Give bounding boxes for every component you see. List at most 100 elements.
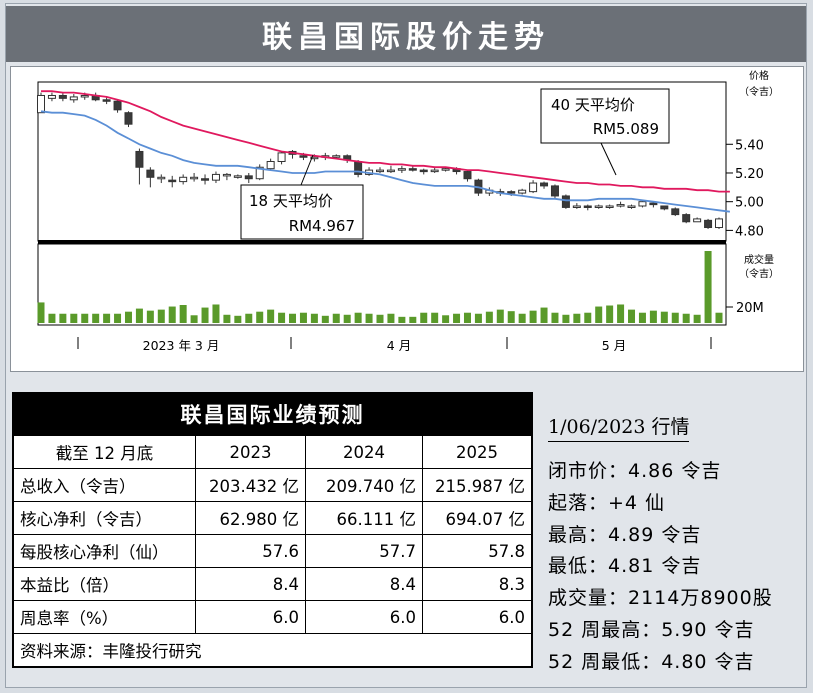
candle-body (649, 202, 658, 206)
price-axis-label: 价格 (749, 69, 769, 82)
volume-bar (540, 307, 548, 323)
volume-bar (168, 306, 176, 323)
candle-body (441, 168, 450, 171)
price-tick-label: 5.00 (735, 196, 764, 211)
candle-body (211, 173, 220, 181)
volume-bar (289, 313, 297, 323)
volume-bar (343, 314, 351, 323)
volume-bar (431, 312, 439, 323)
volume-bar (124, 311, 132, 323)
candle-body (583, 205, 592, 208)
price-tick-label: 4.80 (735, 224, 764, 239)
day-low: 最低：4.81 令吉 (548, 555, 702, 578)
volume-bar (81, 313, 89, 323)
candle-body (37, 94, 45, 114)
candle-body (69, 96, 78, 101)
candle-body (715, 218, 723, 229)
ma40-line (41, 90, 730, 193)
candle-body (299, 155, 308, 158)
volume-bar (223, 314, 231, 323)
volume-bar (671, 312, 679, 323)
candle-body (594, 205, 603, 208)
volume-bar (387, 313, 395, 323)
ma40-annotation-box (540, 88, 670, 144)
volume-bar (201, 307, 209, 323)
table-cell: 8.3 (422, 567, 532, 601)
volume-bar (245, 313, 253, 323)
volume-bars (37, 251, 723, 323)
week52-high: 52 周最高：5.90 令吉 (548, 618, 755, 641)
candle-body (102, 99, 111, 102)
row-label: 本益比（倍） (13, 567, 196, 601)
candle-body (518, 189, 527, 194)
candle-body (135, 150, 144, 168)
volume-bar (660, 311, 668, 323)
price-change: 起落：+4 仙 (548, 491, 666, 514)
forecast-table-title: 联昌国际业绩预测 (13, 393, 532, 435)
candle-body (682, 214, 691, 223)
candle-body (529, 182, 538, 193)
candle-body (660, 205, 669, 210)
forecast-table-grid: 截至 12 月底 2023 2024 2025 总收入（令吉） 203.432 … (13, 435, 532, 667)
table-header-row: 截至 12 月底 2023 2024 2025 (13, 435, 532, 469)
candle-body (80, 94, 89, 98)
volume-bar (256, 311, 264, 323)
volume-bar (365, 313, 373, 323)
table-cell: 203.432 亿 (195, 468, 306, 502)
volume-axis-unit: （令吉） (739, 267, 779, 280)
volume-bar (37, 302, 45, 323)
table-cell: 6.0 (422, 600, 532, 634)
x-label-april: 4 月 (387, 338, 411, 353)
candle-body (113, 100, 122, 111)
table-row: 核心净利（令吉） 62.980 亿 66.111 亿 694.07 亿 (13, 501, 532, 535)
volume-bar (70, 313, 78, 323)
ma40-annotation-name: 40 天平均价 (551, 96, 635, 114)
volume-bar (496, 309, 504, 323)
volume-bar (146, 310, 154, 323)
table-row: 周息率（%） 6.0 6.0 6.0 (13, 600, 532, 634)
column-header: 2024 (305, 435, 423, 469)
candle-body (419, 169, 428, 173)
x-label-may: 5 月 (602, 338, 626, 353)
price-tick-label: 5.40 (735, 138, 764, 153)
candle-body (627, 205, 636, 208)
volume-bar (92, 313, 100, 323)
candle-body (550, 185, 559, 197)
column-header: 2025 (422, 435, 532, 469)
volume-bar (114, 313, 122, 323)
candlesticks (37, 92, 723, 229)
ma40-annotation-value: RM5.089 (593, 120, 659, 138)
candle-body (310, 156, 319, 160)
price-axis-unit: （令吉） (739, 85, 779, 98)
candle-body (638, 201, 647, 207)
candle-body (430, 169, 439, 173)
volume-bar (562, 314, 570, 323)
volume-bar (376, 314, 384, 323)
volume-bar (212, 304, 220, 323)
volume-bar (234, 315, 242, 323)
volume-bar (649, 310, 657, 323)
ma40-annotation-pointer (600, 142, 617, 176)
volume-bar (299, 312, 307, 323)
day-high: 最高：4.89 令吉 (548, 523, 702, 546)
volume-bar (398, 316, 406, 323)
candle-body (540, 182, 549, 187)
candle-body (693, 218, 702, 223)
column-header: 2023 (195, 435, 306, 469)
week52-low: 52 周最低：4.80 令吉 (548, 650, 755, 673)
row-label: 总收入（令吉） (13, 468, 196, 502)
volume-bar (420, 312, 428, 323)
candle-body (190, 176, 199, 180)
volume-bar (157, 309, 165, 323)
volume-bar (278, 312, 286, 323)
volume-bar (693, 314, 701, 323)
candle-body (179, 176, 188, 183)
ma18-line (40, 110, 731, 213)
source-note: 资料来源：丰隆投行研究 (13, 633, 532, 667)
candle-body (616, 204, 625, 207)
row-label: 核心净利（令吉） (13, 501, 196, 535)
ma18-annotation-pointer (300, 154, 314, 186)
volume-bar (584, 312, 592, 323)
candle-body (561, 195, 570, 208)
candle-body (463, 171, 472, 180)
